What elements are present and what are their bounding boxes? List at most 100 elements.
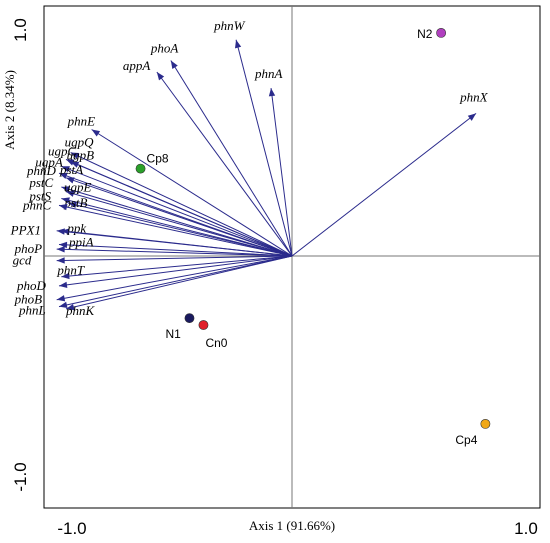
vector-phnc: phnC — [22, 197, 293, 257]
vector-pstc: pstC — [28, 175, 293, 257]
vector-line-phna — [270, 88, 293, 257]
vector-line-psta — [65, 177, 293, 257]
arrowhead-ppx1 — [56, 228, 65, 235]
vector-label-ugpa: ugpA — [35, 154, 63, 169]
vector-line-ugpb — [70, 161, 293, 257]
vector-line-phnl — [58, 255, 293, 308]
arrowhead-pstc — [61, 186, 70, 193]
vector-label-pstc: pstC — [28, 175, 53, 190]
vector-line-ppx1 — [56, 230, 293, 257]
vector-ugpb: ugpB — [67, 148, 293, 257]
vector-phoa: phoA — [150, 41, 293, 257]
vector-line-phod — [58, 255, 293, 287]
vector-phnl: phnL — [18, 255, 293, 318]
vector-label-phnl: phnL — [18, 303, 46, 318]
vector-line-gcd — [56, 255, 293, 262]
vector-line-pstb — [68, 202, 293, 257]
vector-line-phnx — [291, 113, 477, 257]
arrowhead-phoa — [170, 60, 178, 69]
site-label-cn0: Cn0 — [205, 336, 227, 350]
arrowhead-appa — [156, 72, 165, 81]
vector-phne: phnE — [67, 114, 293, 257]
vector-label-ppia: ppiA — [68, 235, 94, 250]
arrowhead-psts — [61, 197, 70, 204]
site-label-n2: N2 — [417, 27, 433, 41]
site-n1: N1 — [165, 313, 195, 341]
arrowhead-phod — [59, 281, 68, 289]
vector-pstb: pstB — [63, 195, 293, 257]
vector-label-phoa: phoA — [150, 41, 179, 56]
arrowhead-phnx — [467, 113, 477, 121]
vector-line-ugpa — [61, 165, 293, 257]
vector-label-phnc: phnC — [22, 197, 52, 212]
vector-label-pstb: pstB — [63, 195, 87, 210]
vector-line-ugpq — [70, 152, 293, 257]
y-axis-title: Axis 2 (8.34%) — [2, 70, 17, 150]
vector-label-phna: phnA — [254, 66, 283, 81]
site-cn0: Cn0 — [198, 320, 228, 350]
site-label-n1: N1 — [165, 327, 181, 341]
arrowhead-ugpq — [70, 152, 80, 159]
vector-label-ugpe: ugpE — [64, 180, 92, 195]
site-label-cp4: Cp4 — [455, 433, 477, 447]
site-point-cn0 — [198, 320, 209, 330]
vector-label-phnw: phnW — [213, 18, 246, 33]
vector-label-gcd: gcd — [13, 253, 32, 268]
vector-phod: phoD — [16, 255, 293, 293]
vector-line-phnw — [235, 39, 293, 257]
vector-label-phnd: phnD — [26, 163, 57, 178]
arrowhead-phnt — [61, 272, 70, 280]
vector-phnx: phnX — [291, 89, 489, 257]
arrowhead-phne — [91, 129, 101, 137]
site-label-cp8: Cp8 — [147, 152, 169, 166]
arrowhead-phna — [268, 88, 276, 97]
vector-appa: appA — [123, 58, 293, 257]
vector-line-phnt — [61, 255, 293, 278]
vector-label-appa: appA — [123, 58, 151, 73]
site-point-cp4 — [480, 418, 491, 429]
arrowhead-phnc — [59, 203, 68, 211]
vector-line-phop — [56, 248, 293, 257]
vector-line-appa — [156, 71, 293, 257]
vector-line-phnc — [58, 204, 293, 257]
vector-phop: phoP — [14, 241, 293, 257]
arrowhead-psta — [65, 177, 75, 184]
site-points: N2 Cp8 N1 Cn0 Cp4 — [135, 27, 491, 447]
arrowhead-phnd — [59, 172, 68, 179]
arrowhead-ugpc — [65, 159, 75, 166]
vector-gcd: gcd — [13, 253, 293, 268]
arrowhead-ugpa — [61, 166, 70, 173]
vector-line-ppia — [58, 244, 293, 257]
vector-label-phnt: phnT — [56, 263, 85, 278]
arrowhead-phop — [56, 246, 65, 253]
arrowhead-pstb — [68, 201, 77, 209]
y-tick-top: 1.0 — [11, 18, 30, 42]
arrowhead-gcd — [56, 257, 65, 264]
vector-label-phne: phnE — [67, 114, 96, 129]
vector-label-phnk: phnK — [65, 303, 96, 318]
vector-ugpa: ugpA — [35, 154, 293, 257]
vector-phnk: phnK — [65, 255, 293, 318]
site-cp4: Cp4 — [455, 418, 491, 447]
vector-phnt: phnT — [56, 255, 293, 280]
x-tick-left: -1.0 — [57, 519, 86, 538]
vector-line-phne — [91, 129, 293, 257]
site-point-cp8 — [135, 163, 146, 174]
vector-ugpq: ugpQ — [65, 135, 293, 257]
site-n2: N2 — [417, 27, 447, 41]
arrowhead-phnl — [59, 301, 68, 309]
vector-phob: phoB — [14, 255, 293, 307]
vector-label-phod: phoD — [16, 278, 47, 293]
site-point-n2 — [436, 28, 447, 38]
vector-label-phnx: phnX — [459, 89, 489, 104]
arrowhead-ugpb — [70, 161, 80, 168]
site-cp8: Cp8 — [135, 152, 169, 174]
vector-label-psts: pstS — [28, 189, 51, 204]
vector-ugpe: ugpE — [64, 180, 293, 257]
vector-line-phoa — [170, 60, 293, 257]
arrowhead-ppia — [59, 241, 68, 249]
arrowhead-phnk — [65, 303, 75, 311]
x-axis-title: Axis 1 (91.66%) — [249, 518, 335, 533]
vector-ppx1: PPX1 — [10, 223, 293, 257]
